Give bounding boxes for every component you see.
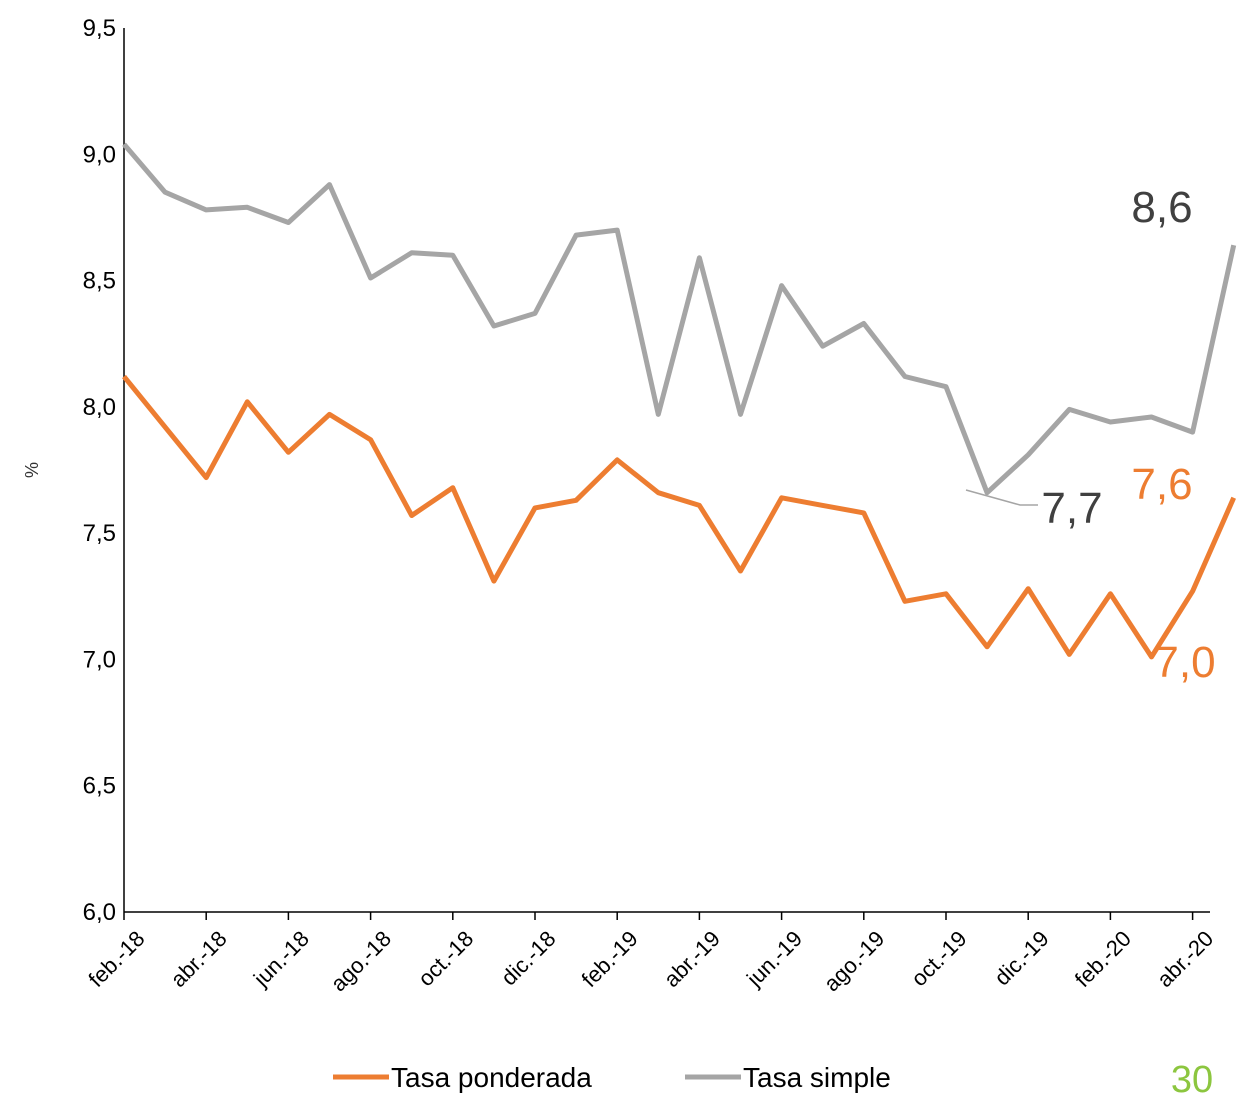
legend-label: Tasa ponderada [391,1062,592,1093]
x-tick-label: dic.-18 [496,926,560,990]
x-tick-label: feb.-19 [577,926,643,992]
x-tick-label: jun.-19 [741,926,807,992]
x-tick-label: feb.-18 [83,926,149,992]
x-tick-label: abr.-20 [1152,926,1218,992]
x-tick-label: jun.-18 [248,926,314,992]
series [122,142,1237,660]
y-tick-label: 9,5 [83,15,116,42]
x-tick-label: feb.-20 [1070,926,1136,992]
annotations: 8,6 7,7 7,6 7,0 [965,183,1216,687]
x-tick-label: oct.-19 [906,926,971,991]
y-tick-label: 6,0 [83,899,116,926]
y-tick-label: 7,5 [83,520,116,547]
page-number: 30 [1171,1059,1213,1101]
annotation-leader-line [965,489,1038,506]
series-line-tasa-simple [122,142,1237,496]
y-tick-label: 8,5 [83,268,116,295]
series-line-tasa-ponderada [122,374,1236,660]
data-annotation: 7,6 [1131,460,1192,509]
y-ticks: 6,0 6,5 7,0 7,5 8,0 8,5 9,0 9,5 [83,15,116,926]
y-axis-label: % [22,462,42,478]
legend-label: Tasa simple [743,1062,891,1093]
x-tick-label: abr.-18 [166,926,232,992]
legend: Tasa ponderada Tasa simple [333,1062,891,1093]
data-annotation: 7,0 [1154,638,1215,687]
x-tick-label: ago.-19 [819,926,889,996]
x-tick-label: ago.-18 [326,926,396,996]
y-tick-label: 8,0 [83,394,116,421]
x-ticks: feb.-18 abr.-18 jun.-18 ago.-18 oct.-18 dic.-… [83,912,1218,996]
y-tick-label: 6,5 [83,773,116,800]
axes [123,28,1210,913]
y-tick-label: 9,0 [83,141,116,168]
x-tick-label: dic.-19 [989,926,1053,990]
data-annotation: 8,6 [1131,183,1192,232]
x-tick-label: abr.-19 [659,926,725,992]
x-tick-label: oct.-18 [413,926,478,991]
data-annotation: 7,7 [1041,484,1102,533]
y-tick-label: 7,0 [83,646,116,673]
